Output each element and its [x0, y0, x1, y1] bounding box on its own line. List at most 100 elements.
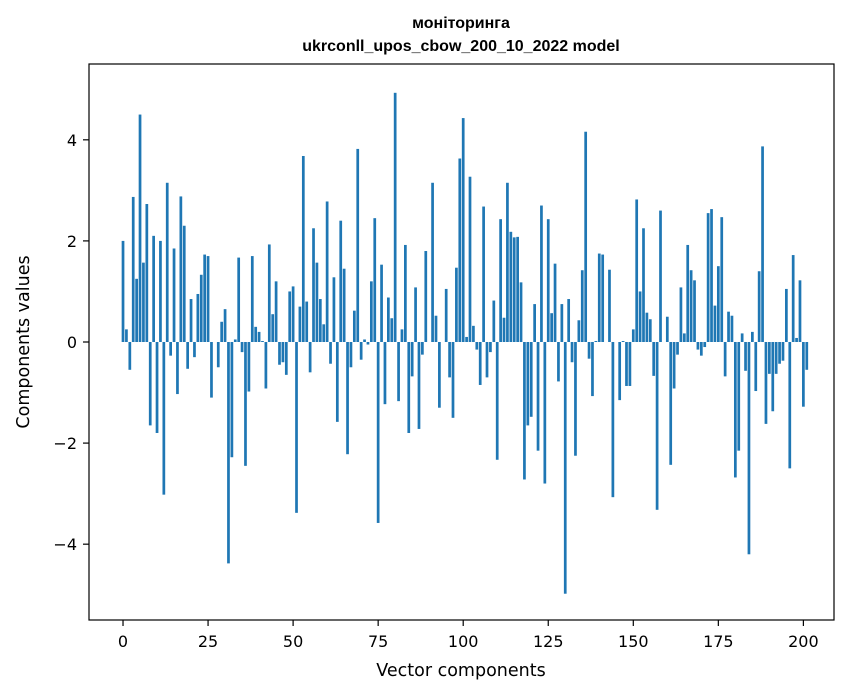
bar-component-30 [223, 309, 227, 342]
bar-component-132 [570, 342, 574, 363]
bar-component-121 [533, 304, 536, 342]
bar-component-194 [781, 342, 785, 361]
bar-component-77 [383, 342, 387, 405]
bar-component-78 [387, 297, 390, 342]
bar-component-123 [540, 205, 543, 342]
bar-component-128 [557, 342, 560, 382]
bar-component-139 [594, 340, 598, 342]
bar-component-131 [567, 299, 571, 342]
bar-component-48 [284, 342, 288, 375]
bar-component-136 [584, 131, 588, 342]
bar-component-107 [485, 342, 489, 378]
bar-component-79 [390, 318, 394, 342]
bar-component-39 [254, 326, 258, 342]
bar-component-187 [757, 271, 761, 342]
x-tick-label: 75 [368, 632, 388, 651]
bar-component-16 [176, 342, 179, 395]
bar-component-86 [414, 287, 417, 342]
bar-component-72 [366, 342, 370, 345]
bar-component-180 [733, 342, 737, 478]
bar-component-45 [274, 281, 278, 342]
bar-component-35 [240, 342, 244, 353]
bar-component-111 [499, 219, 502, 342]
bar-component-140 [597, 253, 601, 342]
y-tick-label: 0 [67, 333, 77, 352]
bar-component-13 [165, 182, 169, 342]
x-tick-label: 125 [533, 632, 564, 651]
bar-component-97 [451, 342, 455, 418]
bar-component-150 [631, 329, 635, 342]
bar-component-106 [482, 206, 485, 342]
bar-component-50 [291, 286, 295, 342]
bar-component-49 [288, 291, 292, 342]
bar-component-59 [322, 324, 326, 342]
bar-component-188 [761, 146, 764, 342]
bar-component-87 [417, 342, 421, 429]
bar-component-32 [230, 342, 234, 458]
bar-component-193 [778, 342, 781, 364]
bar-component-112 [502, 317, 506, 342]
bar-component-25 [206, 256, 210, 342]
bar-component-88 [421, 342, 424, 355]
bar-component-113 [506, 182, 509, 342]
chart-title-line-2: ukrconll_upos_cbow_200_10_2022 model [302, 38, 619, 55]
bar-component-110 [495, 342, 499, 460]
bar-component-91 [431, 182, 434, 342]
bar-component-173 [710, 209, 713, 342]
y-tick-label: 2 [67, 232, 77, 251]
bar-component-2 [128, 342, 132, 370]
bar-component-54 [305, 301, 309, 342]
bar-component-15 [172, 248, 176, 342]
bar-component-148 [625, 342, 628, 386]
bar-component-154 [645, 312, 649, 342]
bar-component-85 [410, 342, 414, 377]
bar-component-153 [642, 228, 645, 342]
bar-component-135 [580, 270, 584, 342]
bar-component-183 [744, 342, 747, 371]
bar-component-9 [152, 235, 155, 342]
bar-component-134 [577, 320, 581, 342]
bar-component-42 [264, 342, 268, 389]
y-axis-label: Components values [14, 255, 34, 428]
bar-component-82 [400, 329, 404, 342]
bar-component-41 [261, 340, 264, 342]
bar-component-169 [696, 342, 700, 350]
bar-component-141 [601, 254, 605, 342]
x-tick-label: 200 [788, 632, 819, 651]
bar-component-156 [652, 342, 656, 376]
bar-component-55 [308, 342, 312, 373]
bar-component-124 [543, 342, 547, 484]
bar-component-114 [509, 231, 513, 342]
bar-component-176 [720, 217, 724, 342]
bar-component-7 [145, 204, 149, 342]
bar-component-195 [785, 288, 788, 342]
bar-component-162 [672, 342, 676, 389]
bar-component-57 [315, 262, 319, 342]
bar-component-129 [560, 304, 564, 342]
bar-component-196 [788, 342, 792, 469]
bar-component-165 [682, 333, 686, 342]
bar-component-149 [628, 342, 632, 386]
bar-component-147 [621, 340, 625, 342]
bar-component-20 [189, 299, 193, 342]
x-tick-label: 50 [283, 632, 303, 651]
bar-component-75 [376, 342, 380, 523]
x-tick-label: 100 [448, 632, 479, 651]
bar-component-34 [237, 257, 241, 342]
bar-component-160 [665, 316, 669, 342]
bar-component-89 [424, 251, 428, 342]
bar-component-10 [155, 342, 159, 433]
bar-component-31 [227, 342, 230, 564]
bar-component-84 [407, 342, 411, 433]
bar-component-81 [397, 342, 400, 402]
bar-component-68 [352, 310, 356, 342]
bar-component-172 [706, 213, 710, 342]
bar-component-158 [659, 210, 662, 342]
bar-component-116 [516, 236, 519, 342]
bar-component-26 [210, 342, 213, 398]
bar-component-47 [281, 342, 285, 363]
bar-component-118 [523, 342, 526, 480]
y-tick-label: −4 [53, 535, 77, 554]
y-tick-label: −2 [53, 434, 77, 453]
